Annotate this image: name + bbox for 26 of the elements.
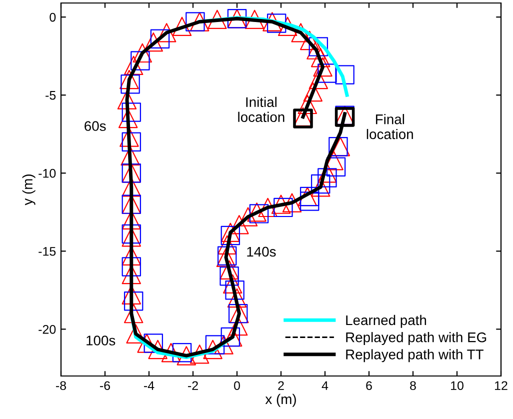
x-tick-label: -8 bbox=[56, 381, 66, 390]
legend-label: Replayed path with TT bbox=[346, 349, 484, 362]
x-tick-label: 2 bbox=[278, 381, 284, 390]
y-tick-label: 0 bbox=[50, 12, 56, 22]
x-tick-label: 10 bbox=[451, 381, 464, 390]
annotation: Final location bbox=[366, 114, 413, 140]
legend-label: Learned path bbox=[346, 314, 426, 328]
legend-label: Replayed path with EG bbox=[346, 332, 486, 345]
y-tick-label: -10 bbox=[38, 168, 56, 178]
x-tick-label: -4 bbox=[144, 381, 154, 390]
x-tick-label: -2 bbox=[188, 381, 198, 390]
x-axis-title: x (m) bbox=[265, 394, 296, 407]
x-tick-label: 4 bbox=[322, 381, 328, 390]
x-tick-label: 0 bbox=[234, 381, 240, 390]
annotation: 60s bbox=[84, 121, 106, 131]
y-axis-title: y (m) bbox=[22, 174, 36, 206]
x-tick-label: 6 bbox=[366, 381, 372, 390]
x-tick-label: 8 bbox=[410, 381, 416, 390]
x-tick-label: 12 bbox=[495, 381, 508, 390]
annotation: 140s bbox=[247, 246, 276, 257]
annotation: 100s bbox=[86, 336, 116, 346]
x-tick-label: -6 bbox=[100, 381, 110, 390]
annotation: Initial location bbox=[238, 96, 284, 122]
y-tick-label: -20 bbox=[38, 324, 56, 334]
y-tick-label: -15 bbox=[38, 247, 56, 256]
y-tick-label: -5 bbox=[46, 91, 56, 100]
